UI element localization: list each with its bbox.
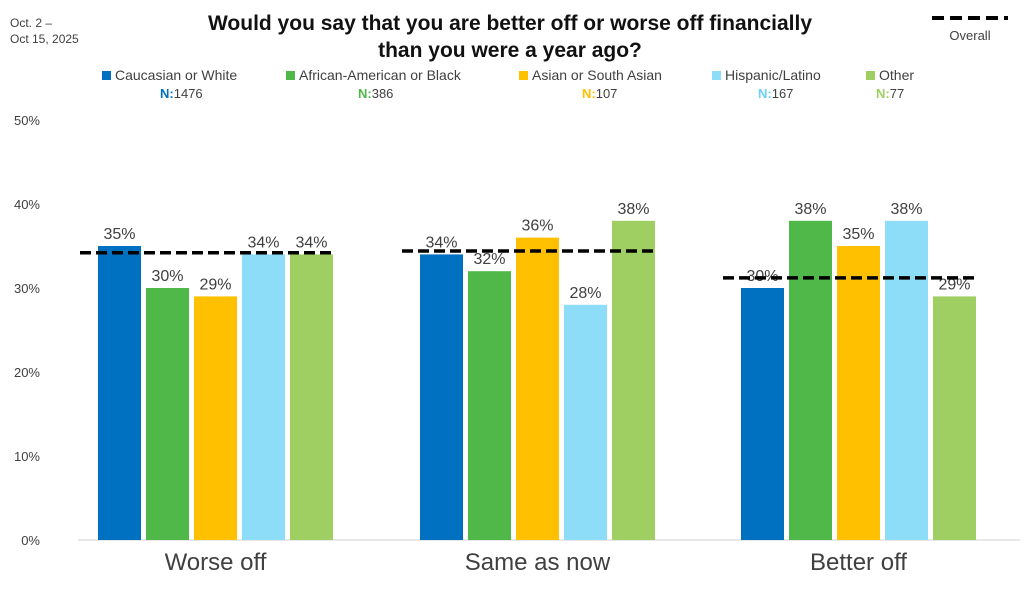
data-label: 36% — [521, 218, 553, 235]
bar — [468, 271, 511, 540]
legend-swatch — [519, 71, 528, 80]
legend-n-value: 77 — [890, 86, 904, 101]
data-label: 29% — [199, 276, 231, 293]
bar — [290, 254, 333, 540]
chart-title-line-2: than you were a year ago? — [378, 39, 642, 62]
legend-label: Asian or South Asian — [532, 67, 662, 83]
category-label: Worse off — [165, 549, 267, 576]
legend-n-value: 167 — [772, 86, 794, 101]
category-label: Better off — [810, 549, 907, 576]
legend-label: Caucasian or White — [115, 67, 237, 83]
legend-n-value: 386 — [372, 86, 394, 101]
data-label: 38% — [617, 201, 649, 218]
y-tick-label: 0% — [21, 533, 40, 548]
legend-label: Hispanic/Latino — [725, 67, 821, 83]
y-tick-label: 10% — [14, 449, 40, 464]
legend-swatch — [712, 71, 721, 80]
y-tick-label: 50% — [14, 113, 40, 128]
data-label: 34% — [425, 234, 457, 251]
date-range-line-1: Oct. 2 – — [10, 16, 52, 30]
bar — [789, 220, 832, 541]
legend-n-prefix: N: — [582, 86, 596, 101]
category-label: Same as now — [465, 549, 611, 576]
overall-legend-label: Overall — [949, 28, 990, 43]
bar — [98, 246, 141, 540]
legend: Caucasian or WhiteN:1476African-American… — [102, 67, 914, 101]
bar — [146, 288, 189, 540]
legend-n: N:167 — [758, 86, 793, 101]
y-axis: 0% 10% 20% 30% 40% 50% — [14, 113, 40, 548]
legend-n-value: 107 — [596, 86, 618, 101]
y-tick-label: 40% — [14, 197, 40, 212]
legend-n: N:77 — [876, 86, 904, 101]
legend-n-value: 1476 — [174, 86, 203, 101]
legend-swatch — [286, 71, 295, 80]
data-label: 30% — [151, 268, 183, 285]
legend-label: African-American or Black — [299, 67, 462, 83]
data-label: 28% — [569, 285, 601, 302]
data-label: 34% — [247, 234, 279, 251]
bar — [564, 304, 607, 540]
y-tick-label: 20% — [14, 365, 40, 380]
bar — [933, 296, 976, 540]
data-label: 35% — [842, 226, 874, 243]
legend-n-prefix: N: — [758, 86, 772, 101]
legend-swatch — [866, 71, 875, 80]
chart-title-line-1: Would you say that you are better off or… — [208, 12, 812, 35]
data-label: 38% — [890, 201, 922, 218]
date-range-line-2: Oct 15, 2025 — [10, 32, 79, 46]
category-labels: Worse off Same as now Better off — [165, 549, 908, 576]
bar — [837, 246, 880, 540]
bar — [242, 254, 285, 540]
data-label: 38% — [794, 201, 826, 218]
legend-n: N:386 — [358, 86, 393, 101]
legend-label: Other — [879, 67, 914, 83]
bar — [612, 220, 655, 541]
bars: 35%30%29%34%34%34%32%36%28%38%30%38%35%3… — [98, 201, 976, 541]
data-label: 29% — [938, 276, 970, 293]
legend-n: N:1476 — [160, 86, 203, 101]
bar — [885, 220, 928, 541]
legend-swatch — [102, 71, 111, 80]
legend-n: N:107 — [582, 86, 617, 101]
bar — [194, 296, 237, 540]
bar — [741, 288, 784, 540]
overall-lines — [80, 249, 978, 280]
bar — [420, 254, 463, 540]
y-tick-label: 30% — [14, 281, 40, 296]
legend-n-prefix: N: — [876, 86, 890, 101]
legend-n-prefix: N: — [358, 86, 372, 101]
data-label: 32% — [473, 251, 505, 268]
data-label: 34% — [295, 234, 327, 251]
legend-n-prefix: N: — [160, 86, 174, 101]
data-label: 35% — [103, 226, 135, 243]
bar — [516, 237, 559, 540]
